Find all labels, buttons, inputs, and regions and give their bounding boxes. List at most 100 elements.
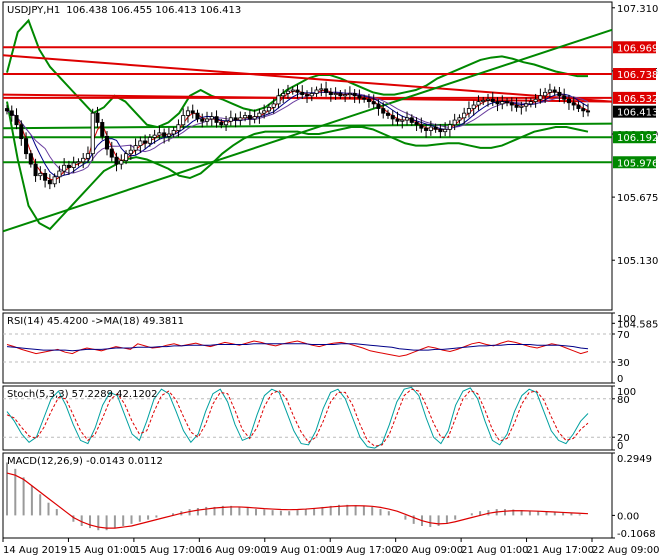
candle-body <box>90 112 95 155</box>
macd-panel: 0.2949 0.00 -0.1068 <box>6 452 656 540</box>
candle-body <box>200 118 205 122</box>
candle-body <box>352 93 357 97</box>
candle-body <box>500 101 505 105</box>
price-y-tick-label: 104.585 <box>617 319 658 330</box>
candle-body <box>66 164 71 168</box>
candle-body <box>385 112 391 116</box>
candle-body <box>395 118 400 122</box>
candle-body <box>38 172 43 177</box>
candle-body <box>214 116 219 123</box>
candle-body <box>324 88 329 93</box>
candle-body <box>128 149 133 155</box>
rsi-y-tick-label: 0 <box>617 374 623 385</box>
rsi-series-line <box>6 343 589 352</box>
time-tick-label: 22 Aug 09:00 <box>592 545 659 556</box>
level-label-box <box>613 156 656 169</box>
time-tick-label: 15 Aug 01:00 <box>68 545 135 556</box>
trendline <box>2 54 613 103</box>
candle-body <box>433 126 438 130</box>
candle-body <box>247 115 252 120</box>
candle-body <box>457 117 462 121</box>
candle-body <box>209 116 214 120</box>
candle-body <box>262 110 267 114</box>
candle-body <box>166 133 171 137</box>
level-label: 106.738 <box>617 70 658 81</box>
time-tick-label: 21 Aug 01:00 <box>461 545 528 556</box>
candle-body <box>224 120 229 126</box>
candle-body <box>57 170 62 178</box>
candle-body <box>319 88 324 91</box>
candle-body <box>4 108 10 112</box>
stoch-series-line <box>6 386 589 449</box>
candle-body <box>104 135 110 150</box>
candle-body <box>390 115 395 120</box>
time-tick-label: 15 Aug 17:00 <box>134 545 201 556</box>
price-panel-title: USDJPY,H1 106.438 106.455 106.413 106.413 <box>7 5 241 16</box>
candle-body <box>347 93 352 96</box>
price-y-tick-label: 105.130 <box>617 256 658 267</box>
stoch-y-tick-label: 0 <box>617 441 623 452</box>
candle-body <box>471 104 476 109</box>
time-tick-label: 14 Aug 2019 <box>3 545 67 556</box>
candle-body <box>81 157 86 163</box>
candle-body <box>28 153 33 165</box>
level-label: 106.532 <box>617 94 658 105</box>
rsi-y-tick-label: 70 <box>617 330 630 341</box>
candle-body <box>14 115 19 126</box>
upper-band-line <box>6 18 588 129</box>
candle-body <box>85 153 90 159</box>
candle-body <box>562 95 567 100</box>
candle-body <box>466 108 471 114</box>
candle-body <box>376 103 381 109</box>
time-tick-label: 19 Aug 17:00 <box>330 545 397 556</box>
candle-body <box>171 130 176 135</box>
candle-body <box>9 110 14 116</box>
candle-body <box>109 148 114 158</box>
level-label: 106.192 <box>617 133 658 144</box>
time-tick-label: 21 Aug 17:00 <box>527 545 594 556</box>
time-tick-label: 20 Aug 09:00 <box>396 545 463 556</box>
price-y-tick-label: 107.310 <box>617 4 658 15</box>
candle-body <box>176 124 181 131</box>
trendline <box>2 28 613 233</box>
level-label: 106.413 <box>617 108 658 119</box>
candle-body <box>557 91 562 97</box>
stoch-y-tick-label: 20 <box>617 433 630 444</box>
level-label: 106.969 <box>617 43 658 54</box>
time-tick-label: 16 Aug 09:00 <box>199 545 266 556</box>
candle-body <box>257 112 262 118</box>
candle-body <box>190 110 195 114</box>
candle-body <box>409 117 414 123</box>
candle-body <box>233 117 238 121</box>
candle-body <box>114 156 119 165</box>
candle-body <box>371 101 376 105</box>
macd-panel-frame <box>2 452 613 539</box>
candle-body <box>309 93 314 97</box>
candle-body <box>271 103 276 108</box>
candle-body <box>52 176 57 185</box>
candle-body <box>343 94 348 97</box>
candle-body <box>485 98 491 101</box>
candle-body <box>509 102 514 106</box>
candle-body <box>243 115 248 119</box>
candle-body <box>514 104 519 108</box>
candle-body <box>100 122 105 137</box>
candle-body <box>285 90 291 94</box>
level-label: 105.976 <box>617 158 658 169</box>
trendline <box>2 122 613 130</box>
candle-body <box>424 127 429 131</box>
macd-y-tick-label: 0.2949 <box>617 454 652 465</box>
price-panel-frame <box>2 1 613 311</box>
candle-body <box>62 164 67 172</box>
candle-body <box>524 103 529 107</box>
candle-body <box>290 89 295 92</box>
level-label-box <box>613 131 656 144</box>
candle-body <box>585 110 591 113</box>
macd-panel-title: MACD(12,26,9) -0.0143 0.0112 <box>7 456 163 467</box>
candle-body <box>543 91 548 97</box>
candle-body <box>76 161 81 164</box>
candle-body <box>552 89 557 93</box>
candle-body <box>295 89 300 93</box>
stoch-panel-frame <box>2 385 613 451</box>
